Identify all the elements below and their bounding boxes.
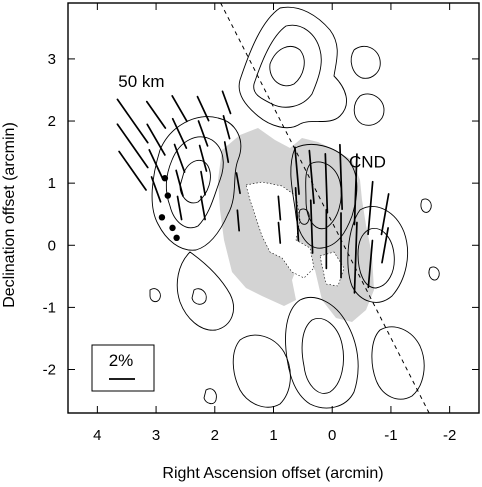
polarization-vector — [277, 221, 282, 244]
polarization-vector — [324, 152, 329, 214]
y-tick-label: -2 — [43, 362, 56, 379]
legend-box: 2% — [91, 344, 155, 392]
polarization-vector — [197, 120, 209, 147]
polarization-vector — [200, 195, 206, 221]
polarization-vector — [171, 95, 188, 123]
polarization-vector — [200, 170, 206, 196]
y-axis-ticks: 3 2 1 0 -1 -2 — [43, 51, 479, 379]
polarization-vector — [367, 180, 374, 236]
x-tick-label: 1 — [269, 427, 277, 444]
legend-label: 2% — [109, 351, 134, 370]
polarization-vector — [223, 141, 230, 164]
y-tick-label: 2 — [48, 113, 56, 130]
polarization-vector — [367, 239, 374, 289]
polarization-vectors — [116, 90, 390, 294]
polarization-vector — [222, 115, 231, 140]
filled-points — [158, 174, 180, 242]
polarization-vector — [221, 90, 232, 115]
x-tick-label: -1 — [384, 427, 397, 444]
x-tick-label: 3 — [152, 427, 160, 444]
polarization-vector — [277, 195, 282, 221]
polarization-vector — [339, 143, 343, 211]
y-tick-label: 1 — [48, 175, 56, 192]
filled-point — [161, 174, 169, 182]
polarization-vector — [116, 123, 149, 169]
polarization-vector — [171, 117, 188, 149]
filled-point — [173, 234, 180, 242]
x-tick-label: 0 — [328, 427, 336, 444]
scale-annotation: 50 km — [118, 72, 164, 91]
polarization-vector — [196, 95, 210, 122]
polarization-vector — [146, 123, 166, 156]
polarization-vector — [118, 150, 147, 191]
polarization-vector — [353, 221, 358, 294]
y-tick-label: -1 — [43, 299, 56, 316]
polarization-vector — [150, 176, 162, 203]
y-axis-title: Declination offset (arcmin) — [1, 122, 18, 308]
polarization-vector — [175, 169, 184, 197]
polarization-vector — [309, 199, 314, 254]
polarization-vector — [145, 100, 167, 129]
polarization-vector — [235, 172, 241, 195]
polarization-vector — [198, 144, 208, 172]
y-tick-label: 3 — [48, 51, 56, 68]
polarization-vector — [294, 146, 300, 195]
polarization-vector — [176, 195, 183, 221]
x-tick-label: -2 — [443, 427, 456, 444]
filled-point — [169, 224, 176, 232]
x-axis-ticks: 4 3 2 1 0 -1 -2 — [93, 3, 456, 444]
cnd-annotation: CND — [349, 153, 386, 172]
filled-point — [158, 214, 166, 221]
polarization-vector — [381, 227, 389, 264]
polarization-vector — [148, 149, 164, 180]
polarization-vector — [173, 143, 186, 173]
polarization-vector — [308, 149, 315, 205]
polarization-vector — [236, 209, 241, 232]
polarization-vector — [294, 186, 300, 242]
polarization-vector — [353, 153, 358, 226]
x-axis-title: Right Ascension offset (arcmin) — [162, 465, 383, 482]
y-tick-label: 0 — [48, 237, 56, 254]
x-tick-label: 2 — [211, 427, 219, 444]
x-tick-label: 4 — [93, 427, 101, 444]
polarization-vector — [380, 193, 390, 236]
polarization-vector — [116, 98, 149, 144]
filled-point — [164, 192, 172, 199]
